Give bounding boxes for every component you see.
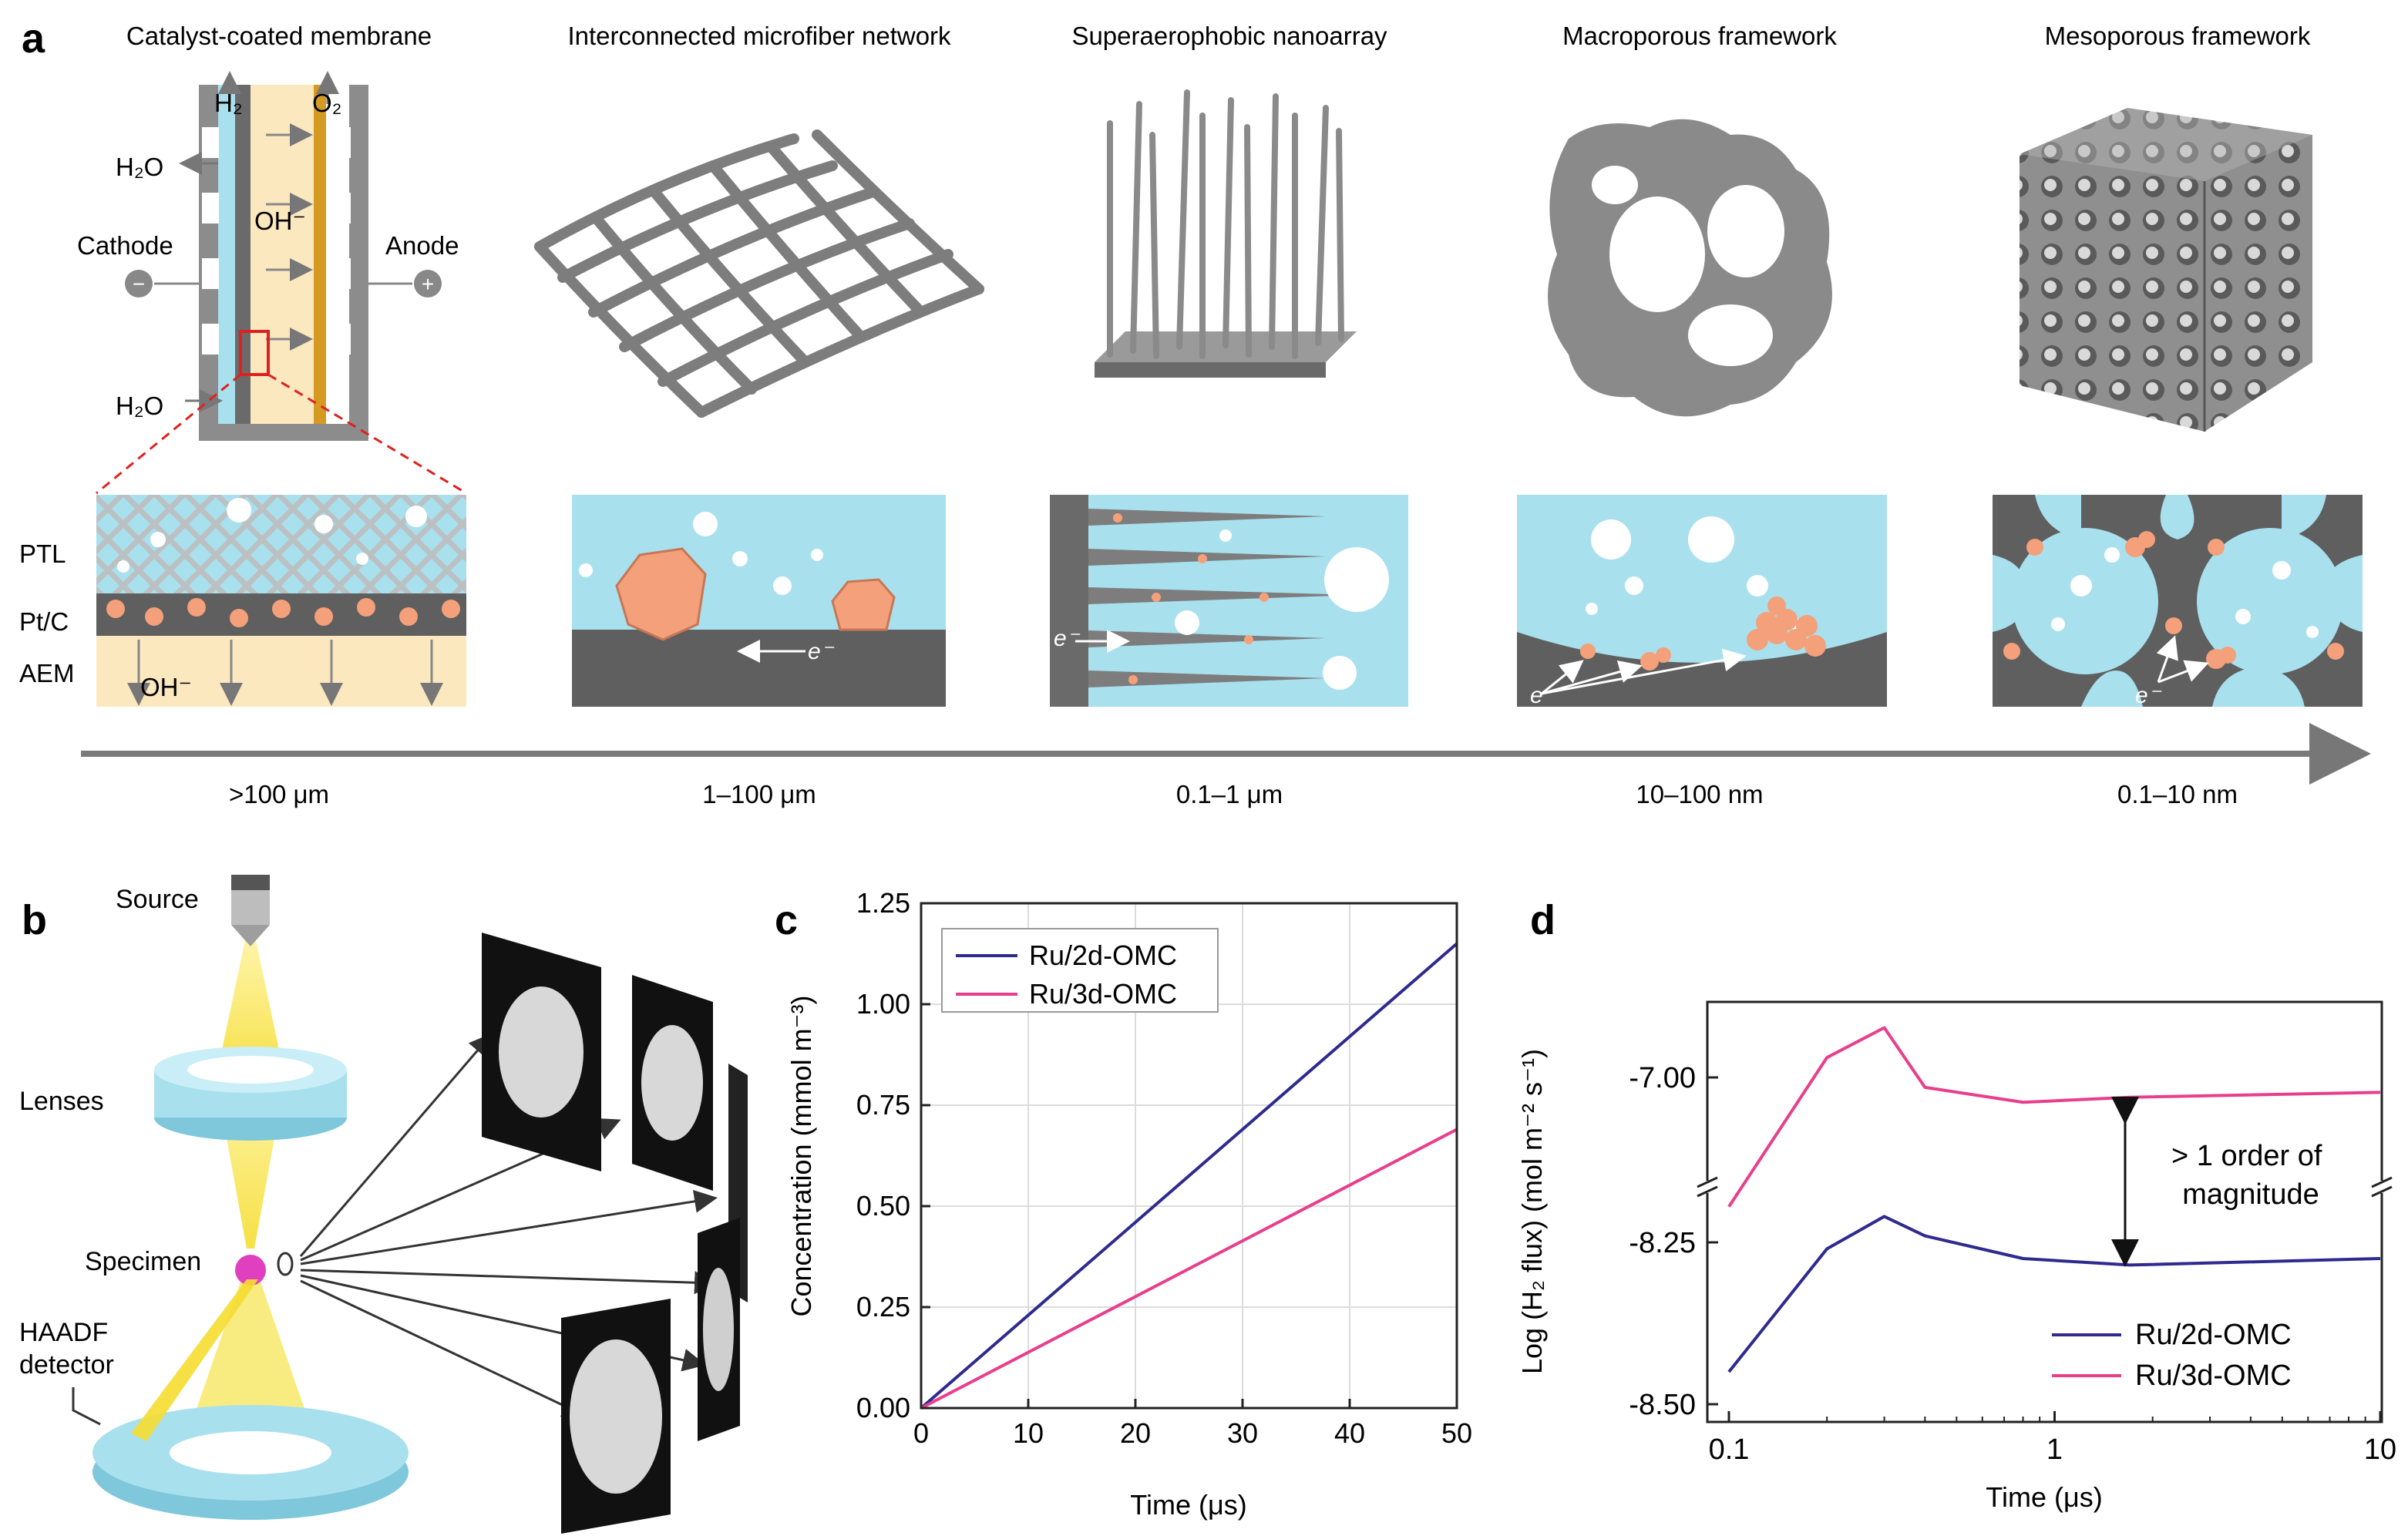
chart-c-xtick-label: 30 <box>1227 1417 1258 1449</box>
haadf-label: HAADF <box>19 1318 108 1347</box>
panel-c: c 0 10 20 30 40 50 0.00 0.25 0.50 0.75 1.00 1.25 Ti… <box>775 887 1472 1521</box>
source-icon <box>231 875 270 946</box>
chart-c-frame <box>920 902 1458 1410</box>
chart-d-legend: Ru/2d-OMC Ru/3d-OMC <box>2052 1319 2292 1392</box>
chart-d-ytick-label: -7.00 <box>1629 1062 1696 1094</box>
o2-label: O₂ <box>312 89 341 117</box>
electron-beam <box>216 940 285 1079</box>
axis-break-icon <box>1696 1176 2393 1198</box>
haadf-detector-icon <box>92 1405 409 1520</box>
anode-terminal-icon <box>414 270 442 297</box>
lens-icon <box>154 1047 347 1141</box>
microfiber-network-illustration <box>534 129 984 418</box>
oh-label: OH⁻ <box>254 207 306 235</box>
legend-d-label-2: Ru/3d-OMC <box>2135 1360 2292 1392</box>
electron-label-2: e⁻ <box>808 639 835 664</box>
chart-d-ylabel: Log (H₂ flux) (mol m⁻² s⁻¹) <box>1516 1049 1548 1374</box>
chart-c-ytick-label: 1.25 <box>856 887 910 919</box>
chart-c-xtick-label: 40 <box>1334 1417 1365 1449</box>
macroporous-zoom: e⁻ <box>1517 495 1887 708</box>
chart-c-xtick-label: 20 <box>1120 1417 1151 1449</box>
electrolyzer-cell: − + H₂ O₂ H₂O H₂O OH⁻ Cathode Anode <box>77 71 467 495</box>
cathode-label: Cathode <box>77 231 173 260</box>
lenses-label: Lenses <box>19 1087 104 1116</box>
column-title-3: Superaerophobic nanoarray <box>1071 22 1387 50</box>
mesoporous-zoom: e⁻ <box>1993 495 2363 708</box>
scale-label-1: >100 μm <box>229 780 329 808</box>
legend-d-label-1: Ru/2d-OMC <box>2135 1319 2292 1351</box>
panel-a: a Catalyst-coated membrane Interconnecte… <box>19 15 2371 808</box>
catalyst-layer-zoom: OH⁻ PTL Pt/C AEM <box>19 495 466 707</box>
column-title-2: Interconnected microfiber network <box>567 22 951 50</box>
chart-d-xtick-label: 1 <box>2046 1433 2063 1466</box>
scale-label-4: 10–100 nm <box>1636 780 1763 808</box>
chart-d-xtick-label: 10 <box>2364 1433 2396 1466</box>
magnitude-annotation: > 1 order of magnitude <box>2171 1140 2330 1211</box>
chart-d-xtick-label: 0.1 <box>1709 1433 1750 1466</box>
scale-label-3: 0.1–1 μm <box>1176 780 1283 808</box>
panel-c-letter: c <box>775 897 798 943</box>
chart-c-ytick-label: 0.75 <box>856 1089 910 1121</box>
macroporous-illustration <box>1548 119 1832 417</box>
chart-c-xtick-label: 10 <box>1013 1417 1044 1449</box>
legend-c-label-2: Ru/3d-OMC <box>1029 978 1177 1010</box>
h2-label: H₂ <box>214 89 243 117</box>
mesoporous-illustration <box>2020 108 2312 432</box>
column-title-4: Macroporous framework <box>1562 22 1837 50</box>
cathode-terminal-icon <box>125 270 153 297</box>
h2o-bottom-label: H₂O <box>116 392 163 420</box>
ptc-label: Pt/C <box>19 607 69 636</box>
chart-c-series-line-1 <box>920 942 1458 1410</box>
column-title-5: Mesoporous framework <box>2045 22 2311 50</box>
diffraction-patterns <box>482 933 748 1534</box>
panel-b: b Source Lenses Specimen HAADF detector <box>19 875 748 1534</box>
source-label: Source <box>116 885 199 914</box>
electron-label-3: e⁻ <box>1054 626 1081 651</box>
chart-c-xtick-label: 0 <box>913 1417 929 1449</box>
chart-c-series-line-2 <box>920 1128 1458 1410</box>
chart-d-ytick-label: -8.25 <box>1629 1227 1696 1259</box>
chart-c-ticks: 0 10 20 30 40 50 0.00 0.25 0.50 0.75 1.00 1.25 <box>856 887 1472 1449</box>
chart-d-ytick-label: -8.50 <box>1629 1389 1696 1421</box>
chart-c-legend: Ru/2d-OMC Ru/3d-OMC <box>941 928 1219 1013</box>
electron-label-4: e⁻ <box>1530 683 1557 708</box>
chart-d-xlabel: Time (μs) <box>1986 1481 2102 1513</box>
scale-label-5: 0.1–10 nm <box>2117 780 2238 808</box>
chart-c-ytick-label: 1.00 <box>856 988 910 1020</box>
svg-text:+: + <box>422 272 434 296</box>
chart-c-xtick-label: 50 <box>1441 1417 1472 1449</box>
svg-text:−: − <box>133 272 145 296</box>
specimen-label: Specimen <box>85 1247 201 1276</box>
specimen-icon <box>235 1255 266 1286</box>
chart-c-ytick-label: 0.00 <box>856 1392 910 1423</box>
panel-b-letter: b <box>22 897 47 943</box>
scale-label-2: 1–100 μm <box>702 780 816 808</box>
chart-c-ytick-label: 0.25 <box>856 1291 910 1323</box>
nanoarray-zoom: e⁻ <box>1050 495 1408 707</box>
aem-label: AEM <box>19 659 75 687</box>
ptl-label: PTL <box>19 539 66 568</box>
chart-c-ytick-label: 0.50 <box>856 1190 910 1222</box>
electron-label-5: e⁻ <box>2135 683 2162 708</box>
panel-d: d 0.1 1 10 -7.00 -8.25 -8.50 > 1 order of mag… <box>1516 897 2396 1513</box>
microfiber-zoom: e⁻ <box>572 495 946 707</box>
chart-c-xlabel: Time (μs) <box>1130 1489 1246 1521</box>
panel-a-letter: a <box>22 15 45 62</box>
detector-label: detector <box>19 1350 114 1380</box>
panel-d-letter: d <box>1530 897 1555 943</box>
chart-c-ylabel: Concentration (mmol m⁻³) <box>785 995 817 1316</box>
chart-d-ticks: 0.1 1 10 -7.00 -8.25 -8.50 <box>1629 1062 2396 1466</box>
chart-c-series <box>920 942 1458 1410</box>
legend-c-label-1: Ru/2d-OMC <box>1029 939 1177 971</box>
anode-label: Anode <box>385 231 459 260</box>
oh-layer-label: OH⁻ <box>140 673 192 701</box>
nanoarray-illustration <box>1095 89 1357 378</box>
h2o-top-label: H₂O <box>116 153 163 181</box>
column-title-1: Catalyst-coated membrane <box>126 22 432 50</box>
chart-d-frame <box>1706 1000 2383 1423</box>
